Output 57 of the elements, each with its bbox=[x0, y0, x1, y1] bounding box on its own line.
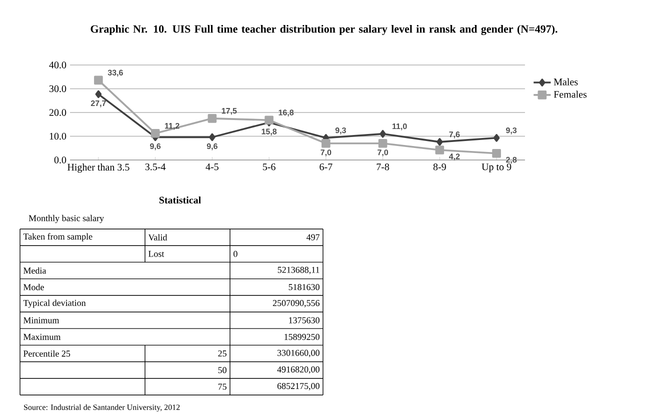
text: 3301660,00 bbox=[277, 350, 320, 358]
text: Maximum bbox=[23, 334, 61, 340]
x-tick-label: 5-6 bbox=[262, 164, 276, 170]
y-tick-label: 40.0 bbox=[49, 62, 66, 68]
text: 6852175,00 bbox=[277, 382, 320, 390]
chart-title: Graphic Nr. 10. UIS Full time teacher distribution per salary level in ransk and gender (N=497). bbox=[90, 24, 558, 36]
data-label: 17,5 bbox=[222, 108, 237, 115]
text: Statistical bbox=[159, 196, 201, 204]
text: Mode bbox=[23, 284, 44, 290]
data-label: 33,6 bbox=[108, 70, 123, 77]
y-tick-label: 30.0 bbox=[49, 85, 66, 92]
text: 25 bbox=[218, 350, 226, 357]
text: Monthly basic salary bbox=[28, 214, 104, 224]
text: Lost bbox=[148, 250, 164, 257]
text: 15899250 bbox=[284, 334, 320, 340]
data-label: 11,0 bbox=[392, 123, 407, 130]
data-label: 7,0 bbox=[378, 150, 388, 156]
legend-label: Males bbox=[554, 78, 578, 86]
data-label: 9,3 bbox=[335, 127, 346, 134]
data-label: 27,7 bbox=[90, 100, 106, 108]
text: 5181630 bbox=[288, 284, 320, 290]
y-tick-label: 0.0 bbox=[54, 156, 66, 164]
source-note: Source: Industrial de Santander University, 2012 bbox=[24, 404, 180, 412]
text: 1375630 bbox=[289, 317, 320, 324]
data-label: 4,2 bbox=[449, 154, 460, 160]
data-label: 9,6 bbox=[206, 143, 218, 150]
x-tick-label: 3.5-4 bbox=[145, 164, 166, 170]
data-label: 2,8 bbox=[506, 156, 517, 164]
text: 75 bbox=[218, 384, 226, 390]
y-tick-label: 10.0 bbox=[50, 132, 66, 140]
x-tick-label: 7-8 bbox=[376, 164, 390, 170]
text: 0 bbox=[234, 250, 238, 257]
text: Typical deviation bbox=[23, 300, 86, 308]
legend-label: Females bbox=[554, 90, 587, 98]
x-tick-label: Higher than 3.5 bbox=[67, 164, 130, 173]
text: 4916820,00 bbox=[277, 366, 320, 374]
data-label: 7,6 bbox=[449, 132, 460, 138]
data-label: 16,8 bbox=[278, 110, 294, 117]
data-label: 11,2 bbox=[165, 122, 180, 130]
text: Percentile 25 bbox=[23, 350, 70, 357]
x-tick-label: 4-5 bbox=[206, 164, 218, 170]
y-tick-label: 20.0 bbox=[49, 109, 66, 116]
x-tick-label: Up to 9 bbox=[482, 164, 512, 172]
text: Minimum bbox=[23, 317, 60, 324]
text: 497 bbox=[306, 234, 320, 240]
text: Taken from sample bbox=[23, 233, 92, 242]
text: Media bbox=[23, 267, 46, 274]
data-label: 7,0 bbox=[320, 150, 332, 156]
data-label: 15,8 bbox=[262, 128, 277, 136]
x-tick-label: 6-7 bbox=[320, 164, 332, 170]
data-label: 9,6 bbox=[150, 143, 161, 150]
x-tick-label: 8-9 bbox=[433, 164, 446, 170]
text: 2507090,556 bbox=[272, 300, 320, 308]
text: 50 bbox=[218, 367, 226, 374]
data-label: 9,3 bbox=[506, 127, 517, 134]
text: Valid bbox=[148, 234, 168, 240]
text: 5213688,11 bbox=[278, 266, 320, 274]
